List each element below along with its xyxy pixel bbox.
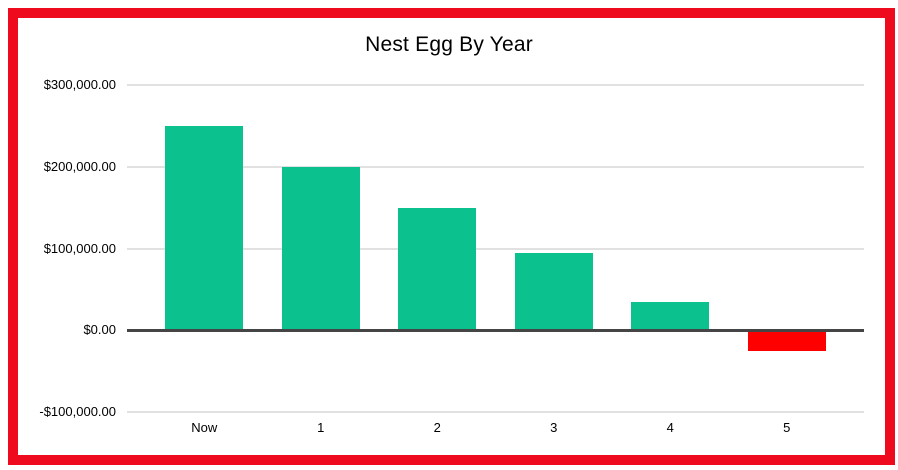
x-tick-label: Now [191,420,218,435]
bar-4[interactable] [631,301,710,331]
zero-axis-line [127,328,864,332]
y-tick-label: $300,000.00 [43,77,116,92]
y-tick-label: $0.00 [83,322,116,338]
bar-2[interactable] [398,207,477,331]
bar-3[interactable] [514,252,593,331]
gridline [127,411,864,413]
chart-title: Nest Egg By Year [365,33,533,56]
gridline [127,84,864,86]
y-tick-label: $200,000.00 [43,158,116,174]
bar-1[interactable] [281,166,360,331]
bar-now[interactable] [165,125,244,331]
x-tick-label: 2 [433,420,441,435]
x-tick-label: 1 [317,420,325,435]
gridline [127,165,864,168]
x-tick-label: 5 [783,420,791,435]
x-tick-label: 3 [550,420,558,435]
y-tick-label: $100,000.00 [43,240,116,256]
x-tick-label: 4 [666,420,674,435]
gridline [127,247,864,250]
bar-5[interactable] [747,330,826,351]
y-tick-label: -$100,000.00 [39,404,116,419]
